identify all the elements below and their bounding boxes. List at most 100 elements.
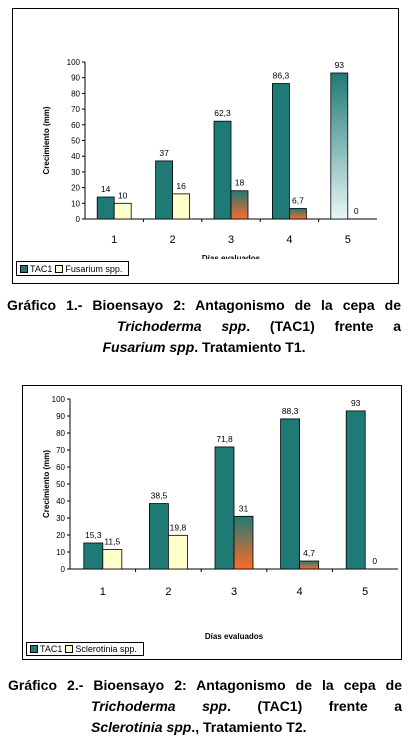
caption-1-mid: . (TAC1) frente a — [246, 318, 402, 334]
y-tick-label: 60 — [56, 463, 65, 472]
caption-2-mid: . (TAC1) frente a — [226, 698, 403, 714]
legend-swatch-tac1 — [30, 645, 38, 653]
chart-2: 0 10 20 30 40 50 60 70 80 90 100 1 15,3 11,5 2 38,5 19,8… — [22, 385, 402, 660]
x-axis-title: Días evaluados — [205, 632, 264, 641]
data-label: 0 — [372, 556, 377, 566]
y-tick-label: 0 — [76, 215, 81, 224]
data-label: 19,8 — [170, 522, 187, 532]
legend-label-tac1: TAC1 — [40, 644, 63, 654]
caption-1-genus: Trichoderma spp — [117, 318, 247, 334]
bar-tac1-5 — [330, 72, 349, 220]
y-tick-label: 80 — [71, 89, 80, 98]
x-tick-label: 5 — [345, 234, 351, 246]
y-tick-label: 20 — [56, 531, 65, 540]
y-tick-label: 50 — [56, 480, 65, 489]
bar-tac1-4 — [280, 418, 301, 570]
data-label: 18 — [235, 178, 245, 188]
x-tick-label: 1 — [111, 234, 117, 246]
data-label: 14 — [101, 184, 111, 194]
data-label: 37 — [159, 148, 169, 158]
y-tick-label: 30 — [56, 514, 65, 523]
bar-pathogen-3 — [230, 190, 249, 220]
data-label: 16 — [176, 181, 186, 191]
y-tick-label: 90 — [71, 74, 80, 83]
bar-pathogen-2 — [167, 534, 188, 570]
legend-label-fusarium: Fusarium spp. — [65, 263, 123, 274]
data-label: 6,7 — [292, 195, 304, 205]
caption-2-line-2: Trichoderma spp. (TAC1) frente a — [8, 696, 402, 717]
x-tick-label: 2 — [170, 234, 176, 246]
caption-1: Gráfico 1.- Bioensayo 2: Antagonismo de … — [7, 295, 401, 358]
caption-1-suffix: . Tratamiento T1. — [194, 339, 306, 355]
y-tick-label: 40 — [56, 497, 65, 506]
data-label: 4,7 — [303, 548, 315, 558]
caption-2-suffix: ., Tratamiento T2. — [191, 719, 307, 735]
x-axis-title: Días evaluados — [202, 254, 261, 259]
data-label: 62,3 — [214, 108, 231, 118]
chart-1-plot: 01020304050607080901001141023716362,3184… — [42, 58, 377, 259]
y-tick-label: 90 — [56, 412, 65, 421]
bar-pathogen-1 — [102, 549, 123, 570]
bar-pathogen-4 — [288, 208, 307, 220]
data-label: 11,5 — [104, 536, 120, 546]
bar-tac1-2 — [149, 503, 169, 570]
caption-1-line-3: Fusarium spp. Tratamiento T1. — [7, 337, 401, 358]
y-tick-label: 60 — [71, 121, 80, 130]
y-tick-label: 20 — [71, 184, 80, 193]
x-tick-label: 3 — [228, 234, 234, 246]
data-label: 0 — [354, 206, 359, 216]
data-label: 86,3 — [273, 71, 290, 81]
caption-2-line-1: Gráfico 2.- Bioensayo 2: Antagonismo de … — [8, 677, 402, 693]
y-tick-label: 80 — [56, 429, 65, 438]
y-axis-title: Crecimiento (mm) — [42, 106, 51, 174]
bar-tac1-1 — [83, 542, 104, 570]
data-label: 31 — [239, 503, 249, 513]
bar-tac1-4 — [271, 83, 290, 220]
y-axis-title: Crecimiento (mm) — [42, 450, 51, 518]
bar-tac1-3 — [214, 446, 235, 570]
data-label: 93 — [335, 60, 345, 70]
caption-2: Gráfico 2.- Bioensayo 2: Antagonismo de … — [8, 675, 402, 738]
y-tick-label: 100 — [52, 395, 66, 404]
x-tick-label: 4 — [297, 586, 303, 598]
bar-tac1-5 — [345, 410, 366, 570]
caption-2-pathogen: Sclerotinia spp — [91, 719, 192, 735]
y-tick-label: 100 — [67, 58, 81, 67]
caption-2-genus: Trichoderma spp — [91, 698, 227, 714]
caption-1-line-2: Trichoderma spp. (TAC1) frente a — [7, 316, 401, 337]
data-label: 88,3 — [282, 406, 299, 416]
data-label: 10 — [118, 190, 128, 200]
y-tick-label: 0 — [61, 565, 66, 574]
data-label: 71,8 — [216, 434, 233, 444]
data-label: 93 — [351, 398, 361, 408]
x-tick-label: 5 — [362, 586, 368, 598]
bar-tac1-1 — [96, 196, 115, 220]
legend-swatch-fusarium — [55, 264, 64, 273]
bar-pathogen-4 — [299, 560, 320, 570]
data-label: 38,5 — [151, 491, 168, 501]
chart-2-legend: TAC1 Sclerotinia spp. — [26, 642, 144, 656]
y-tick-label: 30 — [71, 168, 80, 177]
y-tick-label: 40 — [71, 152, 80, 161]
chart-2-plot: 0102030405060708090100115,311,5238,519,8… — [42, 395, 398, 641]
legend-swatch-tac1 — [20, 264, 28, 273]
y-tick-label: 50 — [71, 137, 80, 146]
bar-pathogen-2 — [172, 193, 191, 220]
y-tick-label: 10 — [71, 199, 80, 208]
caption-2-line-3: Sclerotinia spp., Tratamiento T2. — [8, 717, 402, 738]
x-tick-label: 3 — [231, 586, 237, 598]
bar-pathogen-3 — [233, 515, 254, 570]
legend-swatch-sclerotinia — [65, 645, 74, 653]
caption-1-pathogen: Fusarium spp — [102, 339, 195, 355]
legend-label-tac1: TAC1 — [30, 263, 53, 274]
y-tick-label: 70 — [71, 105, 80, 114]
caption-1-line-1: Gráfico 1.- Bioensayo 2: Antagonismo de … — [7, 297, 401, 313]
x-tick-label: 1 — [100, 586, 106, 598]
bar-pathogen-1 — [113, 202, 132, 220]
y-tick-label: 70 — [56, 446, 65, 455]
bar-tac1-2 — [155, 160, 174, 220]
y-tick-label: 10 — [56, 548, 65, 557]
x-tick-label: 2 — [165, 586, 171, 598]
x-tick-label: 4 — [286, 234, 292, 246]
bar-tac1-3 — [213, 120, 232, 220]
